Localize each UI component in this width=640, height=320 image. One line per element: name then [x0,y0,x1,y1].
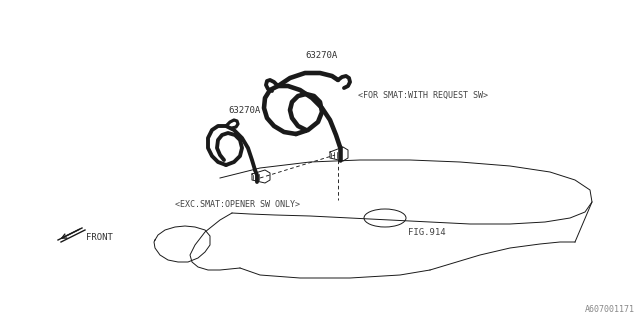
Text: FRONT: FRONT [86,233,113,242]
Text: 63270A: 63270A [228,106,260,115]
Text: A607001171: A607001171 [585,305,635,314]
Text: <FOR SMAT:WITH REQUEST SW>: <FOR SMAT:WITH REQUEST SW> [358,91,488,100]
Text: FIG.914: FIG.914 [408,228,445,237]
Text: <EXC.SMAT:OPENER SW ONLY>: <EXC.SMAT:OPENER SW ONLY> [175,200,300,209]
Text: 63270A: 63270A [305,51,337,60]
